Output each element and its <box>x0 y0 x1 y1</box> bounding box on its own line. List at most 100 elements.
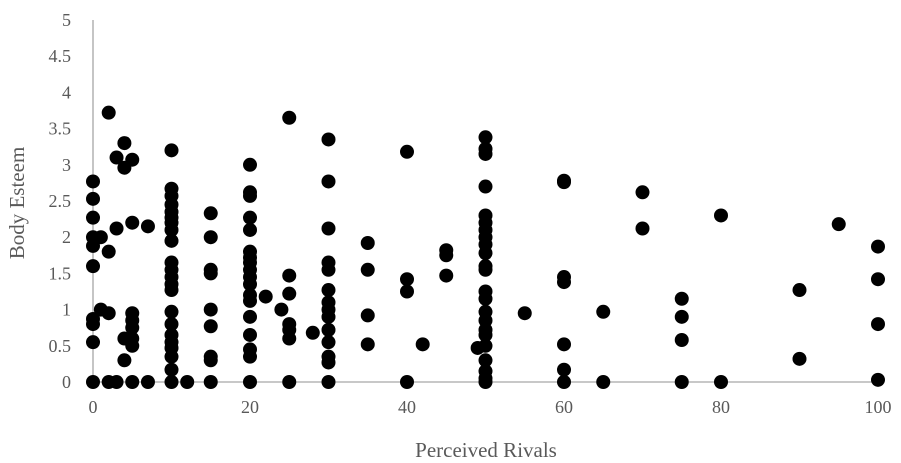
data-point <box>557 362 571 377</box>
data-point <box>478 338 493 353</box>
x-tick-label: 20 <box>241 397 259 417</box>
data-point <box>164 222 179 237</box>
data-point <box>243 188 257 203</box>
data-point <box>596 375 611 389</box>
data-point <box>321 375 336 389</box>
data-point <box>871 317 885 332</box>
data-point <box>557 337 571 352</box>
data-point <box>86 174 100 189</box>
data-point <box>140 375 155 389</box>
data-point <box>557 175 571 190</box>
data-point <box>360 262 375 277</box>
data-point <box>321 132 336 147</box>
data-point <box>321 174 336 189</box>
data-point <box>321 221 336 236</box>
y-tick-label: 1 <box>62 300 71 320</box>
data-point <box>109 221 124 236</box>
data-point <box>164 304 179 319</box>
data-point <box>203 266 218 281</box>
data-point <box>321 322 336 337</box>
y-tick-label: 2.5 <box>49 191 72 211</box>
data-point <box>478 146 493 161</box>
data-point <box>360 308 375 323</box>
data-point <box>321 309 336 324</box>
y-tick-label: 3 <box>62 155 71 175</box>
data-point <box>93 230 108 245</box>
x-tick-label: 40 <box>398 397 416 417</box>
data-point <box>478 327 493 342</box>
y-tick-label: 1.5 <box>49 263 72 283</box>
data-point <box>321 335 336 350</box>
data-point <box>140 219 155 234</box>
data-point <box>109 375 124 389</box>
data-point <box>321 262 336 277</box>
data-point <box>400 375 414 389</box>
data-point <box>792 283 807 298</box>
data-point <box>439 248 454 263</box>
data-point <box>180 375 195 389</box>
data-point <box>415 337 430 352</box>
data-point <box>117 353 132 368</box>
data-point <box>478 130 493 145</box>
y-tick-label: 4 <box>62 82 71 102</box>
x-tick-label: 0 <box>89 397 98 417</box>
data-point <box>282 268 297 283</box>
data-point <box>164 349 179 364</box>
data-point <box>674 291 689 306</box>
data-point <box>321 355 336 370</box>
data-point <box>164 375 179 389</box>
data-point <box>109 150 124 165</box>
y-tick-label: 2 <box>62 227 71 247</box>
x-axis-title: Perceived Rivals <box>415 438 557 462</box>
data-point <box>321 283 336 298</box>
data-point <box>243 222 257 237</box>
data-point <box>203 353 218 368</box>
data-point <box>674 375 689 389</box>
data-point <box>792 351 807 366</box>
data-point <box>86 191 100 206</box>
data-point <box>117 136 132 151</box>
data-point <box>714 375 728 389</box>
data-point <box>478 179 493 194</box>
data-point <box>125 152 140 167</box>
data-point <box>243 277 257 292</box>
data-point <box>517 306 532 321</box>
data-point <box>635 221 650 236</box>
data-point <box>478 262 493 277</box>
data-point <box>86 210 100 225</box>
data-point <box>871 372 885 387</box>
data-point <box>478 353 493 368</box>
data-point <box>164 283 179 298</box>
data-point <box>282 110 297 125</box>
data-point <box>243 327 257 342</box>
data-point <box>360 235 375 250</box>
data-point <box>203 302 218 317</box>
data-point <box>101 244 116 259</box>
data-point <box>125 215 140 230</box>
data-point <box>478 291 493 306</box>
data-point <box>282 286 297 301</box>
x-tick-label: 80 <box>712 397 730 417</box>
y-tick-label: 3.5 <box>49 119 72 139</box>
data-point <box>714 208 728 223</box>
data-point <box>674 333 689 348</box>
data-point <box>282 375 297 389</box>
data-point <box>164 317 179 332</box>
data-point <box>557 375 571 389</box>
data-point <box>400 144 414 159</box>
data-point <box>596 304 611 319</box>
data-point <box>86 375 100 389</box>
data-point <box>400 272 414 287</box>
data-point <box>243 309 257 324</box>
y-tick-label: 4.5 <box>49 46 72 66</box>
data-point <box>243 293 257 308</box>
data-point <box>243 349 257 364</box>
data-point <box>243 210 257 225</box>
data-point <box>478 375 493 389</box>
data-point <box>203 206 218 221</box>
data-point <box>871 272 885 287</box>
data-point <box>164 143 179 158</box>
data-point <box>243 375 257 389</box>
data-point <box>164 233 179 248</box>
